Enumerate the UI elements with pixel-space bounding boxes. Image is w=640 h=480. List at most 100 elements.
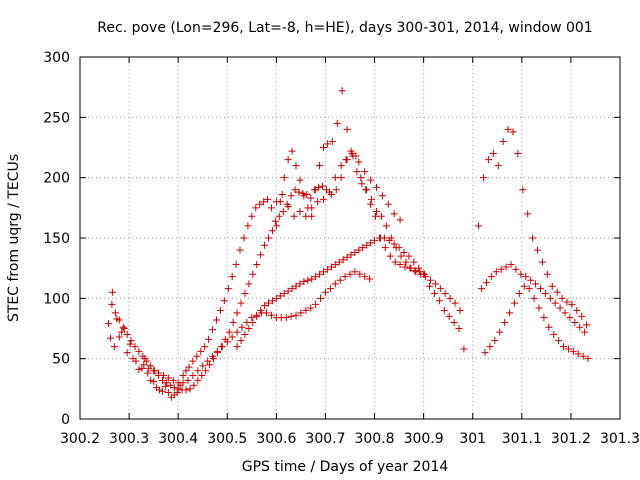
x-tick-label: 300.8 bbox=[354, 431, 394, 447]
data-point bbox=[440, 306, 448, 314]
data-point bbox=[317, 294, 325, 302]
data-point bbox=[147, 376, 155, 384]
data-point bbox=[194, 367, 202, 375]
data-point bbox=[232, 261, 240, 269]
data-point bbox=[164, 374, 172, 382]
data-point bbox=[380, 234, 388, 242]
data-point bbox=[198, 372, 206, 380]
data-point bbox=[492, 268, 500, 276]
data-point bbox=[252, 204, 260, 212]
data-point bbox=[268, 297, 276, 305]
data-point bbox=[155, 369, 163, 377]
data-point bbox=[546, 294, 554, 302]
data-point bbox=[284, 287, 292, 295]
data-point bbox=[184, 376, 192, 384]
data-point bbox=[395, 244, 403, 252]
data-point bbox=[253, 312, 261, 320]
data-point bbox=[312, 186, 320, 194]
data-point bbox=[209, 326, 217, 334]
data-point bbox=[268, 227, 276, 235]
data-point bbox=[237, 337, 245, 345]
data-point bbox=[256, 200, 264, 208]
data-point bbox=[441, 290, 449, 298]
data-point bbox=[366, 275, 374, 283]
data-point bbox=[484, 156, 492, 164]
data-point bbox=[249, 270, 257, 278]
data-point bbox=[139, 352, 147, 360]
data-point bbox=[194, 376, 202, 384]
data-point bbox=[391, 258, 399, 266]
data-point bbox=[276, 292, 284, 300]
data-point bbox=[460, 345, 468, 353]
data-point bbox=[402, 258, 410, 266]
data-point bbox=[532, 280, 540, 288]
data-point bbox=[321, 288, 329, 296]
y-tick-label: 50 bbox=[52, 352, 70, 368]
grid bbox=[80, 57, 620, 419]
data-point bbox=[341, 273, 349, 281]
data-point bbox=[332, 186, 340, 194]
data-point bbox=[179, 372, 187, 380]
data-point bbox=[302, 212, 310, 220]
data-point bbox=[204, 357, 212, 365]
data-point bbox=[543, 270, 551, 278]
data-point bbox=[296, 207, 304, 215]
data-point bbox=[561, 309, 569, 317]
data-point bbox=[571, 318, 579, 326]
data-point bbox=[159, 372, 167, 380]
y-tick-label: 200 bbox=[43, 171, 70, 187]
data-point bbox=[304, 276, 312, 284]
data-point bbox=[162, 379, 170, 387]
data-point bbox=[524, 210, 532, 218]
data-point bbox=[351, 248, 359, 256]
data-point bbox=[140, 361, 148, 369]
data-point bbox=[143, 357, 151, 365]
data-point bbox=[325, 188, 333, 196]
data-point bbox=[224, 285, 232, 293]
data-point bbox=[135, 366, 143, 374]
y-tick-label: 300 bbox=[43, 50, 70, 66]
data-point bbox=[540, 314, 548, 322]
data-point bbox=[265, 299, 273, 307]
data-point bbox=[331, 280, 339, 288]
data-point bbox=[512, 265, 520, 273]
data-point bbox=[263, 309, 271, 317]
data-point bbox=[487, 273, 495, 281]
data-point bbox=[371, 236, 379, 244]
y-axis-label: STEC from uqrg / TECUs bbox=[6, 154, 22, 322]
data-point bbox=[396, 216, 404, 224]
data-point bbox=[319, 268, 327, 276]
data-point bbox=[173, 388, 181, 396]
data-point bbox=[229, 318, 237, 326]
data-point bbox=[501, 318, 509, 326]
data-point bbox=[233, 343, 241, 351]
data-point bbox=[300, 277, 308, 285]
data-point bbox=[264, 195, 272, 203]
data-point bbox=[530, 294, 538, 302]
data-point bbox=[480, 174, 488, 182]
data-point bbox=[367, 176, 375, 184]
data-point bbox=[308, 204, 316, 212]
data-point bbox=[292, 311, 300, 319]
data-point bbox=[396, 261, 404, 269]
y-tick-label: 150 bbox=[43, 231, 70, 247]
data-point bbox=[563, 298, 571, 306]
data-point bbox=[576, 323, 584, 331]
data-point bbox=[499, 137, 507, 145]
data-point bbox=[272, 198, 280, 206]
chart-title: Rec. pove (Lon=296, Lat=-8, h=HE), days … bbox=[97, 20, 592, 36]
data-point bbox=[504, 125, 512, 133]
data-point bbox=[343, 156, 351, 164]
data-point bbox=[302, 306, 310, 314]
data-point bbox=[110, 343, 118, 351]
data-point bbox=[353, 168, 361, 176]
data-point bbox=[248, 212, 256, 220]
data-point bbox=[244, 222, 252, 230]
data-point bbox=[583, 321, 591, 329]
data-point bbox=[182, 367, 190, 375]
data-point bbox=[307, 194, 315, 202]
data-point bbox=[314, 198, 322, 206]
data-point bbox=[333, 119, 341, 127]
data-point bbox=[431, 280, 439, 288]
data-point bbox=[339, 256, 347, 264]
